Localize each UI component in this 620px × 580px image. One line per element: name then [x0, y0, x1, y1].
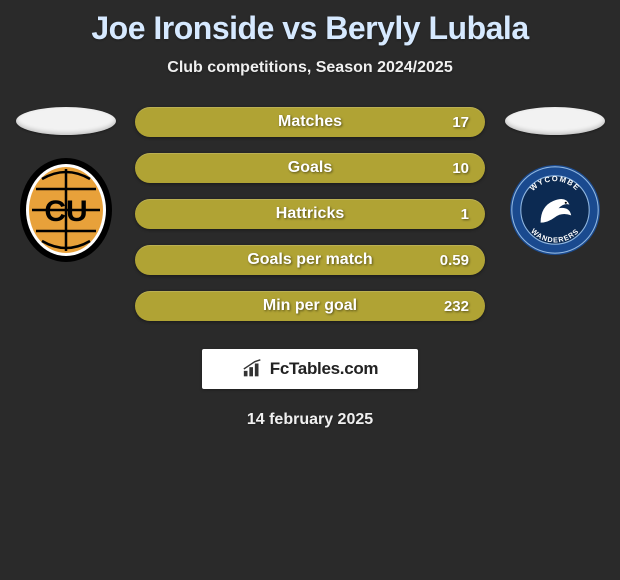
- stat-value: 232: [444, 298, 469, 315]
- svg-text:CU: CU: [44, 195, 87, 228]
- fctables-chart-icon: [242, 359, 264, 379]
- left-club-crest: CU: [16, 155, 116, 265]
- stat-bar: Min per goal 232: [135, 291, 485, 321]
- stat-bar: Hattricks 1: [135, 199, 485, 229]
- left-column: CU: [8, 107, 123, 265]
- stat-bar: Matches 17: [135, 107, 485, 137]
- date: 14 february 2025: [0, 411, 620, 429]
- subtitle: Club competitions, Season 2024/2025: [0, 59, 620, 77]
- stat-bar: Goals per match 0.59: [135, 245, 485, 275]
- cambridge-united-crest-icon: CU: [16, 155, 116, 265]
- stat-label: Matches: [278, 113, 342, 131]
- stat-bars: Matches 17 Goals 10 Hattricks 1 Goals pe…: [135, 107, 485, 321]
- fctables-badge[interactable]: FcTables.com: [202, 349, 418, 389]
- right-column: WYCOMBE WANDERERS: [497, 107, 612, 265]
- wycombe-wanderers-crest-icon: WYCOMBE WANDERERS: [510, 165, 600, 255]
- stat-label: Goals per match: [247, 251, 372, 269]
- main-row: CU Matches 17 Goals 10 Hattricks 1 Goals…: [0, 107, 620, 321]
- fctables-text: FcTables.com: [270, 359, 379, 379]
- stat-value: 10: [452, 160, 469, 177]
- stat-value: 17: [452, 114, 469, 131]
- stat-bar: Goals 10: [135, 153, 485, 183]
- stat-value: 0.59: [440, 252, 469, 269]
- right-club-crest: WYCOMBE WANDERERS: [505, 155, 605, 265]
- comparison-card: Joe Ironside vs Beryly Lubala Club compe…: [0, 0, 620, 429]
- stat-label: Goals: [288, 159, 332, 177]
- stat-value: 1: [461, 206, 469, 223]
- right-player-ellipse: [505, 107, 605, 135]
- page-title: Joe Ironside vs Beryly Lubala: [0, 10, 620, 47]
- left-player-ellipse: [16, 107, 116, 135]
- stat-label: Min per goal: [263, 297, 357, 315]
- stat-label: Hattricks: [276, 205, 344, 223]
